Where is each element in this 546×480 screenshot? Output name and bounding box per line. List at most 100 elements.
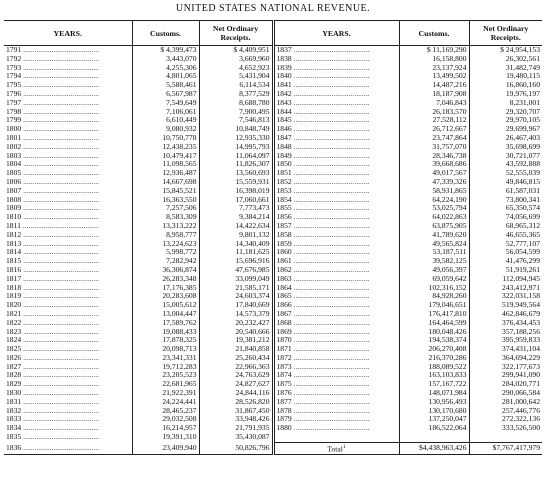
dot-leader: ........................................ bbox=[21, 301, 100, 310]
dot-leader: ........................................ bbox=[21, 186, 100, 195]
receipts-cell: 395,959,833 bbox=[468, 336, 542, 346]
receipts-cell: 24,603,374 bbox=[198, 292, 273, 302]
receipts-cell: 19,480,115 bbox=[468, 72, 542, 82]
dot-leader: ........................................ bbox=[21, 72, 100, 81]
year-cell: 1842 ...................................… bbox=[271, 89, 399, 99]
receipts-cell: 24,827,627 bbox=[198, 380, 273, 390]
dot-leader: ........................................ bbox=[291, 195, 370, 204]
table-row: 1805 ...................................… bbox=[4, 169, 542, 178]
dot-leader: ........................................ bbox=[21, 98, 100, 107]
customs-cell: 10,479,417 bbox=[131, 151, 199, 161]
customs-cell: 3,443,070 bbox=[131, 54, 199, 64]
year-cell: 1827 ...................................… bbox=[6, 362, 100, 371]
receipts-cell: 9,384,214 bbox=[198, 213, 273, 222]
year-cell: 1806 ...................................… bbox=[6, 177, 100, 186]
receipts-cell: 13,560,693 bbox=[198, 169, 273, 178]
year-cell: 1814 ...................................… bbox=[6, 248, 100, 257]
customs-cell: 180,048,426 bbox=[398, 327, 469, 337]
customs-cell: 17,878,325 bbox=[131, 336, 199, 346]
receipts-cell: 28,526,820 bbox=[198, 397, 273, 407]
customs-cell: 164,464,599 bbox=[398, 318, 469, 328]
customs-cell: 20,283,608 bbox=[131, 292, 199, 302]
customs-cell: 49,056,397 bbox=[398, 265, 469, 275]
year-cell: 1822 ...................................… bbox=[6, 318, 100, 327]
year-cell: 1798 ...................................… bbox=[6, 107, 100, 116]
year-cell: 1809 ...................................… bbox=[6, 204, 100, 213]
receipts-cell: 49,846,815 bbox=[468, 177, 542, 187]
dot-leader: ........................................ bbox=[291, 81, 370, 90]
receipts-cell: 47,676,985 bbox=[198, 265, 273, 275]
customs-cell: 49,017,567 bbox=[398, 169, 469, 178]
receipts-cell: 52,555,039 bbox=[468, 169, 542, 178]
receipts-cell: 7,900,495 bbox=[198, 107, 273, 117]
customs-cell: 64,224,190 bbox=[398, 195, 469, 205]
dot-leader: ........................................ bbox=[21, 442, 100, 452]
dot-leader: ........................................ bbox=[291, 72, 370, 81]
customs-cell: 17,589,762 bbox=[131, 318, 199, 328]
customs-cell: 19,088,433 bbox=[131, 327, 199, 337]
customs-cell: 15,845,521 bbox=[131, 186, 199, 196]
year-cell: 1804 ...................................… bbox=[6, 160, 100, 169]
year-cell: 1849 ...................................… bbox=[271, 151, 399, 161]
table-row: 1814 ...................................… bbox=[4, 248, 542, 258]
customs-cell: 10,750,778 bbox=[131, 133, 199, 143]
receipts-cell: 29,320,707 bbox=[468, 107, 542, 117]
total-receipts: $7,767,417,979 bbox=[468, 441, 542, 456]
empty-cell bbox=[468, 433, 542, 443]
customs-cell: 216,370,286 bbox=[398, 353, 469, 363]
customs-cell: 23,341,331 bbox=[131, 353, 199, 363]
receipts-cell: 17,060,661 bbox=[198, 195, 273, 205]
receipts-cell: 462,846,679 bbox=[468, 309, 542, 319]
dot-leader: ........................................ bbox=[291, 345, 370, 354]
receipts-cell: 11,826,307 bbox=[198, 160, 273, 170]
receipts-cell: 33,948,426 bbox=[198, 415, 273, 425]
year-cell: 1840 ...................................… bbox=[271, 72, 399, 82]
year-cell: 1810 ...................................… bbox=[6, 213, 100, 222]
receipts-cell: 31,482,749 bbox=[468, 63, 542, 73]
table-row: 1832 ...................................… bbox=[4, 406, 542, 416]
table-row: 1820 ...................................… bbox=[4, 301, 542, 310]
dot-leader: ........................................ bbox=[291, 177, 370, 186]
receipts-cell: 272,322,136 bbox=[468, 415, 542, 425]
table-row: 1828 ...................................… bbox=[4, 371, 542, 381]
year-cell: 1869 ...................................… bbox=[271, 327, 399, 337]
receipts-cell: 20,232,427 bbox=[198, 318, 273, 328]
dot-leader: ........................................ bbox=[291, 336, 370, 345]
receipts-cell: $ 24,954,153 bbox=[468, 45, 542, 55]
receipts-cell: 519,949,564 bbox=[468, 301, 542, 310]
customs-cell: 26,283,348 bbox=[131, 274, 199, 284]
year-cell: 1820 ...................................… bbox=[6, 301, 100, 310]
year-cell: 1848 ...................................… bbox=[271, 142, 399, 152]
receipts-cell: 364,694,229 bbox=[468, 353, 542, 363]
receipts-cell: 112,094,945 bbox=[468, 274, 542, 284]
dot-leader: ........................................ bbox=[21, 63, 100, 72]
table-row: 1830 ...................................… bbox=[4, 389, 542, 398]
dot-leader: ........................................ bbox=[291, 301, 370, 310]
receipts-cell: 31,867,450 bbox=[198, 406, 273, 416]
year-cell: 1870 ...................................… bbox=[271, 336, 399, 346]
dot-leader: ........................................ bbox=[291, 415, 370, 424]
table-row: 1801 ...................................… bbox=[4, 133, 542, 143]
table-row: 1815 ...................................… bbox=[4, 257, 542, 266]
customs-cell: 13,313,222 bbox=[131, 221, 199, 231]
dot-leader: ........................................ bbox=[21, 125, 100, 134]
receipts-cell: 33,099,049 bbox=[198, 274, 273, 284]
receipts-cell: 15,559,931 bbox=[198, 177, 273, 187]
receipts-cell: 30,721,077 bbox=[468, 151, 542, 161]
year-cell: 1864 ...................................… bbox=[271, 283, 399, 293]
dot-leader: ........................................ bbox=[21, 133, 100, 142]
customs-cell: 16,363,550 bbox=[131, 195, 199, 205]
customs-cell: 9,080,932 bbox=[131, 125, 199, 134]
receipts-cell: 9,801,132 bbox=[198, 230, 273, 240]
table-row: 1811 ...................................… bbox=[4, 221, 542, 231]
year-cell: 1867 ...................................… bbox=[271, 309, 399, 319]
year-cell: 1803 ...................................… bbox=[6, 151, 100, 160]
year-cell: 1795 ...................................… bbox=[6, 81, 100, 90]
year-cell: 1862 ...................................… bbox=[271, 265, 399, 275]
dot-leader: ........................................ bbox=[21, 81, 100, 90]
year-cell: 1811 ...................................… bbox=[6, 221, 99, 230]
table-body: 1791 ...................................… bbox=[4, 45, 542, 456]
year-cell: 1801 ...................................… bbox=[6, 133, 100, 142]
dot-leader: ........................................ bbox=[21, 230, 100, 239]
receipts-cell: 14,573,379 bbox=[198, 309, 273, 319]
